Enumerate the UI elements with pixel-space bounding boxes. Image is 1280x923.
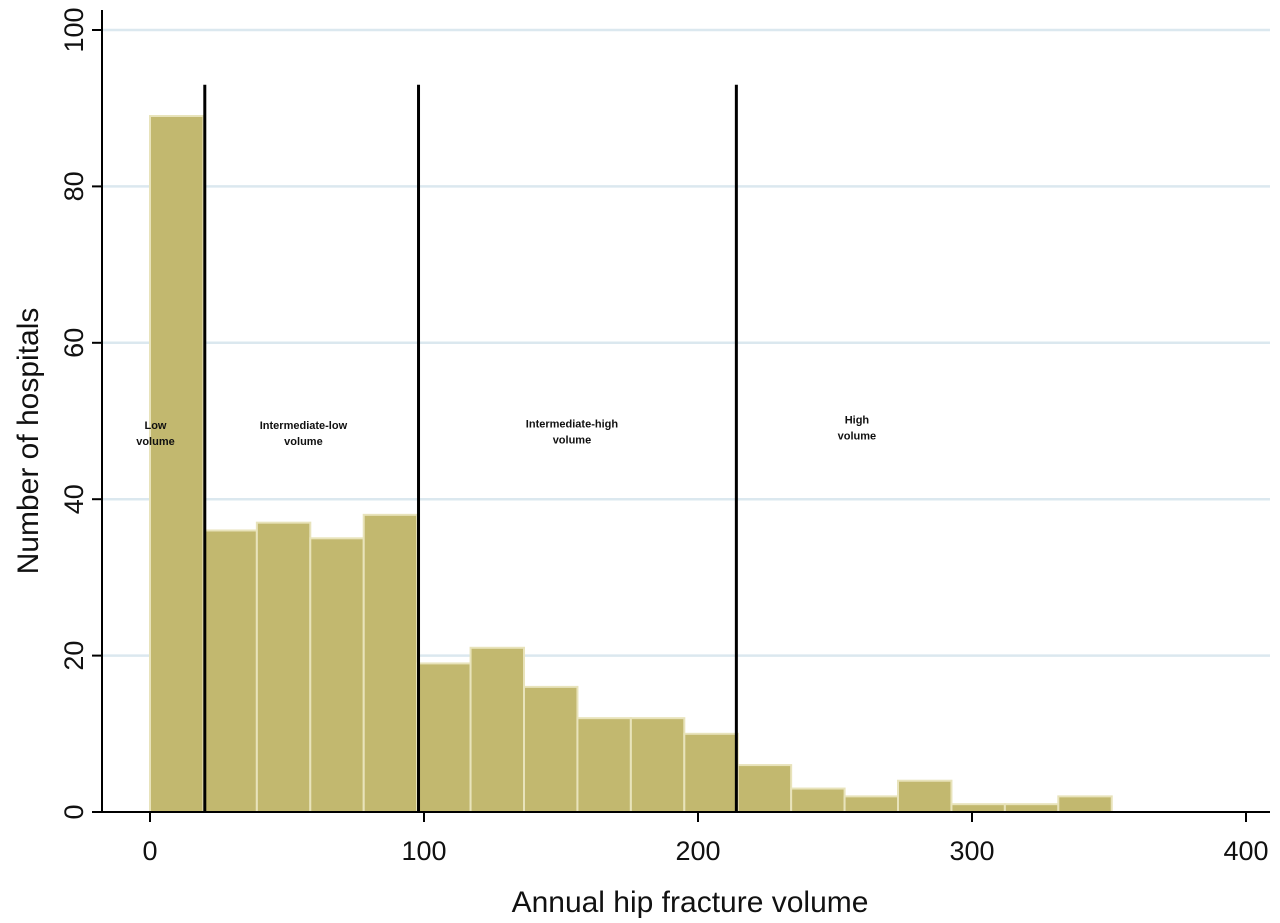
histogram-bar [149,115,205,813]
y-tick-label: 100 [59,7,89,52]
histogram-bar [683,732,739,813]
histogram-bar [255,521,312,813]
zone-label: Intermediate-high volume [526,418,619,446]
x-tick-label: 300 [949,836,994,866]
histogram-bar [362,513,419,814]
histogram-bar [416,662,472,813]
y-tick-label: 0 [59,804,89,819]
zone-label: Low volume [136,420,175,448]
histogram-bars [149,115,1113,814]
histogram-bar [1057,795,1113,813]
y-tick-label: 80 [59,171,89,201]
y-tick-label: 60 [59,328,89,358]
gridlines [102,28,1270,657]
axes: 0 20 40 60 80 100 0 100 200 300 400 [59,7,1270,866]
zone-label: High volume [838,414,877,442]
y-tick-label: 20 [59,641,89,671]
histogram-bar [950,803,1006,813]
x-tick-label: 200 [675,836,720,866]
histogram-bar [1003,803,1060,813]
x-tick-label: 400 [1223,836,1268,866]
zone-label: Intermediate-low volume [260,420,348,448]
histogram-bar [309,537,365,813]
histogram-bar [576,717,632,813]
volume-cutoff-lines [203,84,738,812]
histogram-bar [523,685,579,814]
histogram-bar [897,779,953,813]
histogram-bar [736,764,793,814]
histogram-bar [790,787,846,813]
volume-zone-labels: Low volume Intermediate-low volume Intermedi… [136,414,876,447]
x-tick-label: 100 [401,836,446,866]
x-axis-title: Annual hip fracture volume [512,886,869,919]
histogram-bar [843,795,900,813]
histogram-bar [469,646,526,814]
y-tick-label: 40 [59,484,89,514]
y-axis-title: Number of hospitals [12,308,45,575]
x-tick-label: 0 [142,836,157,866]
histogram-bar [202,529,258,813]
histogram-bar [629,717,686,813]
